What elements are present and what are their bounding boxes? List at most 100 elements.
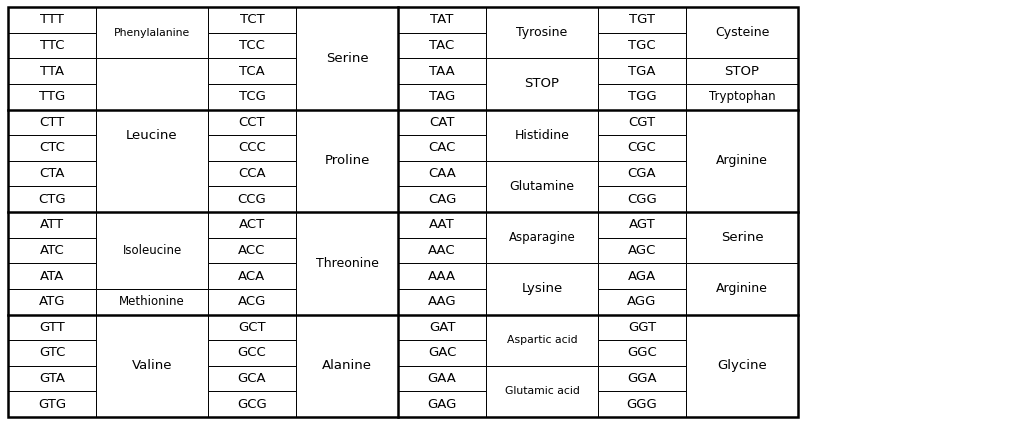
Text: ATA: ATA [40, 270, 65, 282]
Bar [486, 109, 598, 161]
Bar [598, 109, 686, 135]
Text: CAA: CAA [428, 167, 456, 180]
Text: GTG: GTG [38, 398, 67, 411]
Bar [598, 7, 686, 33]
Text: CGC: CGC [628, 142, 656, 154]
Text: TCA: TCA [240, 64, 265, 78]
Bar [486, 58, 598, 109]
Text: AGC: AGC [628, 244, 656, 257]
Bar [398, 84, 486, 109]
Text: STOP: STOP [524, 77, 559, 90]
Text: CTG: CTG [38, 192, 66, 206]
Bar [208, 109, 296, 135]
Bar [598, 84, 686, 109]
Text: GGT: GGT [628, 321, 656, 334]
Text: TCG: TCG [239, 90, 265, 103]
Bar [598, 212, 686, 237]
Bar [8, 263, 96, 289]
Text: Glycine: Glycine [717, 359, 767, 372]
Bar [598, 263, 686, 289]
Bar [598, 237, 686, 263]
Bar [486, 366, 598, 417]
Text: TTT: TTT [40, 13, 63, 26]
Bar [96, 289, 208, 315]
Bar [208, 289, 296, 315]
Bar [96, 212, 208, 289]
Bar [486, 315, 598, 366]
Text: Asparagine: Asparagine [509, 231, 575, 244]
Text: GCG: GCG [238, 398, 267, 411]
Text: CTT: CTT [39, 116, 65, 129]
Bar [398, 109, 486, 135]
Text: STOP: STOP [725, 64, 760, 78]
Text: GTT: GTT [39, 321, 65, 334]
Bar [598, 366, 686, 391]
Text: Arginine: Arginine [716, 154, 768, 167]
Text: CTA: CTA [39, 167, 65, 180]
Text: Leucine: Leucine [126, 128, 178, 142]
Text: ATT: ATT [40, 218, 65, 232]
Text: AAC: AAC [428, 244, 456, 257]
Text: CCT: CCT [239, 116, 265, 129]
Bar [598, 33, 686, 58]
Text: GCC: GCC [238, 346, 266, 360]
Text: TGA: TGA [629, 64, 655, 78]
Text: AGT: AGT [629, 218, 655, 232]
Text: TGG: TGG [628, 90, 656, 103]
Bar [8, 135, 96, 161]
Text: GTA: GTA [39, 372, 65, 385]
Bar [398, 161, 486, 187]
Text: TAT: TAT [430, 13, 454, 26]
Text: Cysteine: Cysteine [715, 26, 769, 39]
Bar [486, 212, 598, 263]
Bar [208, 187, 296, 212]
Bar [296, 109, 398, 212]
Bar [8, 391, 96, 417]
Bar [398, 237, 486, 263]
Bar [686, 315, 798, 417]
Bar [398, 315, 486, 340]
Text: ACG: ACG [238, 295, 266, 308]
Text: AAT: AAT [429, 218, 455, 232]
Bar [398, 263, 486, 289]
Text: Glutamine: Glutamine [510, 180, 574, 193]
Text: Arginine: Arginine [716, 282, 768, 296]
Bar [398, 366, 486, 391]
Text: GCT: GCT [239, 321, 266, 334]
Text: Phenylalanine: Phenylalanine [114, 28, 190, 38]
Text: ATC: ATC [40, 244, 65, 257]
Bar [398, 135, 486, 161]
Bar [398, 289, 486, 315]
Text: TTC: TTC [40, 39, 65, 52]
Text: CGG: CGG [627, 192, 656, 206]
Text: GAA: GAA [428, 372, 457, 385]
Bar [598, 315, 686, 340]
Text: ATG: ATG [39, 295, 66, 308]
Bar [398, 391, 486, 417]
Text: Valine: Valine [132, 359, 172, 372]
Text: AGG: AGG [628, 295, 656, 308]
Text: Serine: Serine [721, 231, 763, 244]
Bar [8, 289, 96, 315]
Text: Threonine: Threonine [315, 257, 379, 270]
Text: GCA: GCA [238, 372, 266, 385]
Bar [208, 7, 296, 33]
Bar [398, 58, 486, 84]
Bar [208, 391, 296, 417]
Bar [8, 366, 96, 391]
Text: TTG: TTG [39, 90, 66, 103]
Text: ACA: ACA [239, 270, 265, 282]
Bar [598, 340, 686, 366]
Text: CAC: CAC [428, 142, 456, 154]
Bar [8, 212, 96, 237]
Text: CAT: CAT [429, 116, 455, 129]
Bar [8, 7, 96, 33]
Bar [208, 135, 296, 161]
Text: Tryptophan: Tryptophan [709, 90, 775, 103]
Bar [208, 366, 296, 391]
Bar [8, 109, 96, 135]
Bar [208, 237, 296, 263]
Bar [398, 212, 486, 237]
Bar [398, 7, 486, 33]
Text: TTA: TTA [40, 64, 65, 78]
